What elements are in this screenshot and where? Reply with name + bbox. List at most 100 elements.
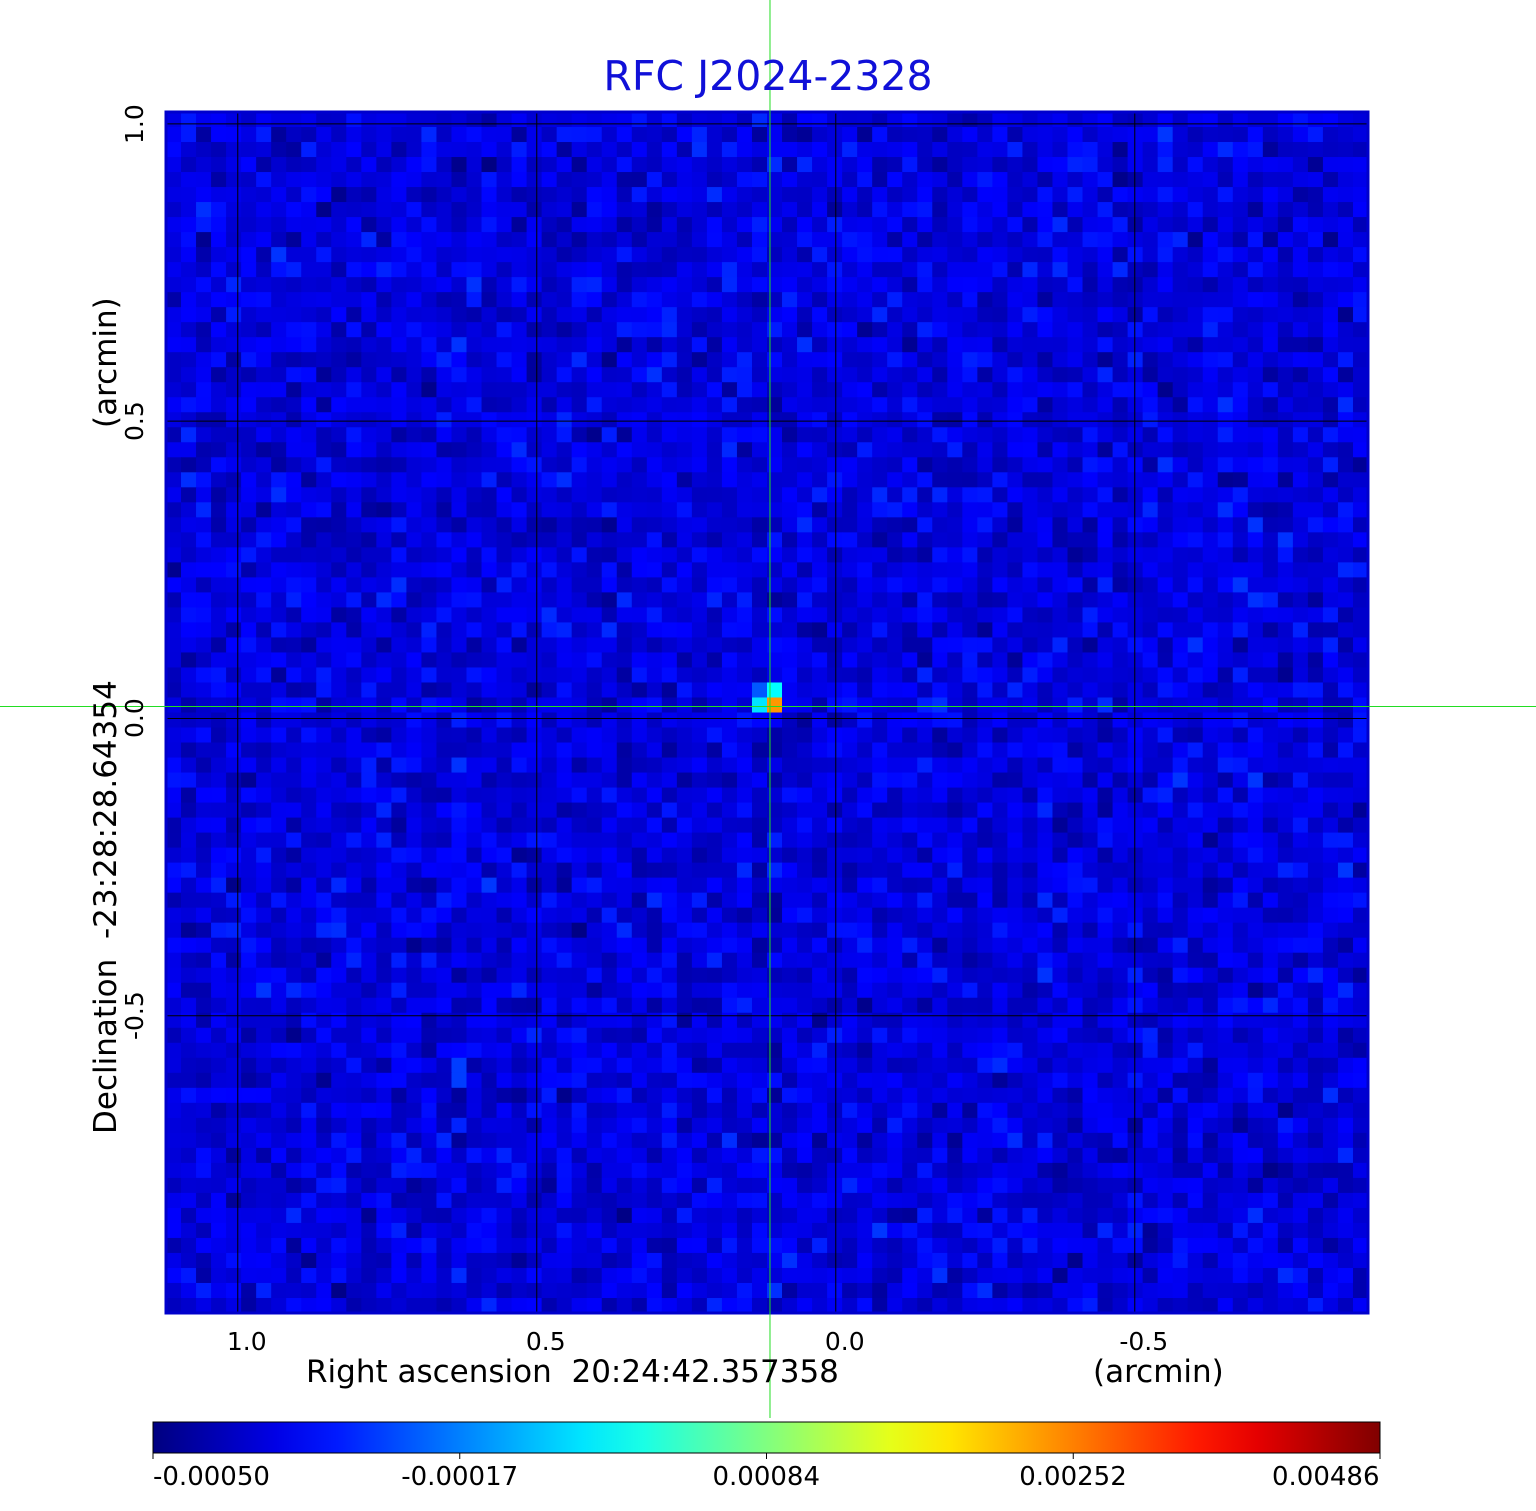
pixel-cell (1202, 787, 1219, 804)
pixel-cell (1307, 712, 1324, 729)
pixel-cell (361, 607, 377, 624)
pixel-cell (782, 427, 798, 443)
pixel-cell (436, 712, 453, 729)
pixel-cell (481, 652, 498, 669)
pixel-cell (947, 157, 963, 173)
pixel-cell (571, 382, 588, 398)
pixel-cell (917, 952, 933, 969)
pixel-cell (1307, 652, 1324, 669)
pixel-cell (271, 262, 287, 278)
pixel-cell (1112, 817, 1129, 834)
pixel-cell (1322, 772, 1339, 789)
pixel-cell (1112, 637, 1129, 654)
pixel-cell (1157, 547, 1174, 563)
pixel-cell (932, 622, 948, 639)
pixel-cell (541, 922, 558, 939)
pixel-cell (1337, 247, 1354, 263)
pixel-cell (226, 352, 242, 368)
pixel-cell (857, 262, 873, 278)
pixel-cell (751, 922, 768, 939)
pixel-cell (526, 922, 543, 939)
pixel-cell (286, 877, 302, 894)
pixel-cell (1232, 682, 1249, 699)
pixel-cell (782, 1012, 798, 1029)
pixel-cell (1052, 262, 1069, 278)
pixel-cell (661, 502, 678, 518)
pixel-cell (1052, 607, 1069, 624)
pixel-cell (316, 127, 332, 143)
pixel-cell (301, 967, 317, 984)
pixel-cell (361, 847, 377, 864)
pixel-cell (1202, 832, 1219, 849)
pixel-cell (992, 187, 1009, 203)
pixel-cell (646, 127, 663, 143)
pixel-cell (181, 847, 197, 864)
pixel-cell (166, 907, 182, 924)
pixel-cell (601, 802, 618, 819)
pixel-cell (1007, 142, 1024, 158)
pixel-cell (691, 787, 708, 804)
pixel-cell (466, 682, 483, 699)
pixel-cell (1067, 862, 1084, 879)
pixel-cell (211, 787, 227, 804)
pixel-cell (1022, 982, 1039, 999)
pixel-cell (872, 787, 888, 804)
pixel-cell (346, 1042, 362, 1059)
pixel-cell (286, 262, 302, 278)
pixel-cell (1052, 712, 1069, 729)
pixel-cell (1277, 892, 1294, 909)
pixel-cell (1112, 307, 1129, 323)
pixel-cell (1082, 217, 1099, 233)
pixel-cell (1157, 667, 1174, 684)
pixel-cell (1127, 907, 1144, 924)
pixel-cell (571, 622, 588, 639)
pixel-cell (211, 937, 227, 954)
pixel-cell (301, 292, 317, 308)
pixel-cell (451, 607, 468, 624)
pixel-cell (1037, 667, 1054, 684)
pixel-cell (661, 547, 678, 563)
pixel-cell (1247, 922, 1264, 939)
pixel-cell (571, 1012, 588, 1029)
pixel-cell (1157, 202, 1174, 218)
pixel-cell (1082, 922, 1099, 939)
pixel-cell (992, 112, 1009, 128)
pixel-cell (1067, 757, 1084, 774)
pixel-cell (1007, 787, 1024, 804)
pixel-cell (571, 247, 588, 263)
pixel-cell (1112, 547, 1129, 563)
pixel-cell (1067, 562, 1084, 578)
pixel-cell (526, 322, 543, 338)
pixel-cell (842, 127, 858, 143)
pixel-cell (1052, 727, 1069, 744)
pixel-cell (361, 922, 377, 939)
pixel-cell (331, 487, 347, 503)
pixel-cell (571, 832, 588, 849)
pixel-cell (361, 532, 377, 548)
pixel-cell (1322, 502, 1339, 518)
pixel-cell (962, 112, 978, 128)
pixel-cell (1307, 457, 1324, 473)
pixel-cell (827, 922, 843, 939)
pixel-cell (887, 472, 903, 488)
pixel-cell (526, 997, 543, 1014)
pixel-cell (1097, 742, 1114, 759)
pixel-cell (406, 817, 423, 834)
pixel-cell (676, 112, 693, 128)
pixel-cell (1142, 997, 1159, 1014)
pixel-cell (1292, 712, 1309, 729)
pixel-cell (1247, 247, 1264, 263)
pixel-cell (646, 652, 663, 669)
pixel-cell (1262, 547, 1279, 563)
pixel-cell (166, 472, 182, 488)
pixel-cell (601, 727, 618, 744)
pixel-cell (812, 502, 828, 518)
pixel-cell (827, 712, 843, 729)
pixel-cell (541, 157, 558, 173)
pixel-cell (481, 622, 498, 639)
pixel-cell (1007, 802, 1024, 819)
pixel-cell (1037, 127, 1054, 143)
pixel-cell (586, 502, 603, 518)
pixel-cell (646, 697, 663, 714)
pixel-cell (1202, 382, 1219, 398)
